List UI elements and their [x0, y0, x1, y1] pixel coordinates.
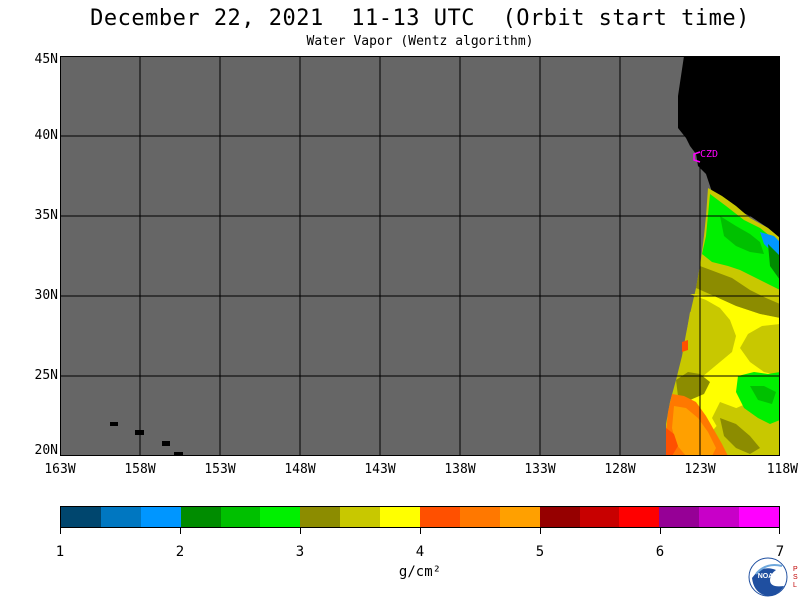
colorbar-swatch	[61, 507, 101, 527]
lat-label-35n: 35N	[34, 208, 58, 223]
lon-label-143w: 143W	[364, 462, 396, 477]
colorbar-swatch	[300, 507, 341, 527]
lon-label-163w: 163W	[44, 462, 76, 477]
lon-label-123w: 123W	[684, 462, 716, 477]
lat-label-45n: 45N	[34, 52, 58, 67]
colorbar-tick	[180, 528, 181, 534]
colorbar-tick	[300, 528, 301, 534]
colorbar	[60, 506, 780, 528]
colorbar-swatch	[380, 507, 421, 527]
colorbar-swatch	[459, 507, 500, 527]
colorbar-swatch	[140, 507, 181, 527]
lon-label-133w: 133W	[524, 462, 556, 477]
lon-label-138w: 138W	[444, 462, 476, 477]
water-vapor-swath	[666, 188, 780, 456]
lon-label-153w: 153W	[204, 462, 236, 477]
colorbar-swatch	[539, 507, 580, 527]
noaa-logo: NOAA	[748, 557, 788, 597]
map-grid	[60, 56, 780, 456]
lon-label-128w: 128W	[604, 462, 636, 477]
colorbar-tick	[540, 528, 541, 534]
colorbar-swatch	[499, 507, 540, 527]
noaa-logo-text: NOAA	[758, 573, 779, 580]
colorbar-tick	[779, 528, 780, 534]
colorbar-swatch	[699, 507, 740, 527]
lon-label-148w: 148W	[284, 462, 316, 477]
colorbar-swatch	[180, 507, 221, 527]
colorbar-swatch	[420, 507, 460, 527]
colorbar-label-4: 4	[415, 544, 425, 560]
water-vapor-map: CZD	[60, 56, 780, 456]
lat-label-20n: 20N	[34, 443, 58, 458]
colorbar-swatch	[260, 507, 301, 527]
colorbar-swatch	[220, 507, 261, 527]
colorbar-tick	[420, 528, 421, 534]
colorbar-label-1: 1	[55, 544, 65, 560]
colorbar-label-6: 6	[655, 544, 665, 560]
colorbar-label-5: 5	[535, 544, 545, 560]
colorbar-unit: g/cm²	[398, 564, 442, 580]
colorbar-swatch	[619, 507, 660, 527]
colorbar-swatch	[659, 507, 700, 527]
lon-label-158w: 158W	[124, 462, 156, 477]
station-marker	[693, 151, 701, 163]
colorbar-tick	[660, 528, 661, 534]
lat-label-40n: 40N	[34, 128, 58, 143]
colorbar-swatch	[100, 507, 141, 527]
lat-label-30n: 30N	[34, 288, 58, 303]
map-subtitle: Water Vapor (Wentz algorithm)	[306, 34, 534, 49]
lat-label-25n: 25N	[34, 368, 58, 383]
no-data-area	[60, 56, 780, 456]
island	[110, 422, 118, 426]
colorbar-label-7: 7	[775, 544, 785, 560]
colorbar-label-2: 2	[175, 544, 185, 560]
island	[174, 452, 183, 456]
station-label: CZD	[700, 149, 718, 160]
colorbar-label-3: 3	[295, 544, 305, 560]
colorbar-swatch	[739, 507, 780, 527]
colorbar-tick	[60, 528, 61, 534]
lon-label-118w: 118W	[766, 462, 798, 477]
island	[162, 441, 170, 446]
land-area	[678, 56, 780, 238]
map-title: December 22, 2021 11-13 UTC (Orbit start…	[90, 6, 750, 31]
colorbar-swatch	[340, 507, 381, 527]
colorbar-swatch	[579, 507, 620, 527]
